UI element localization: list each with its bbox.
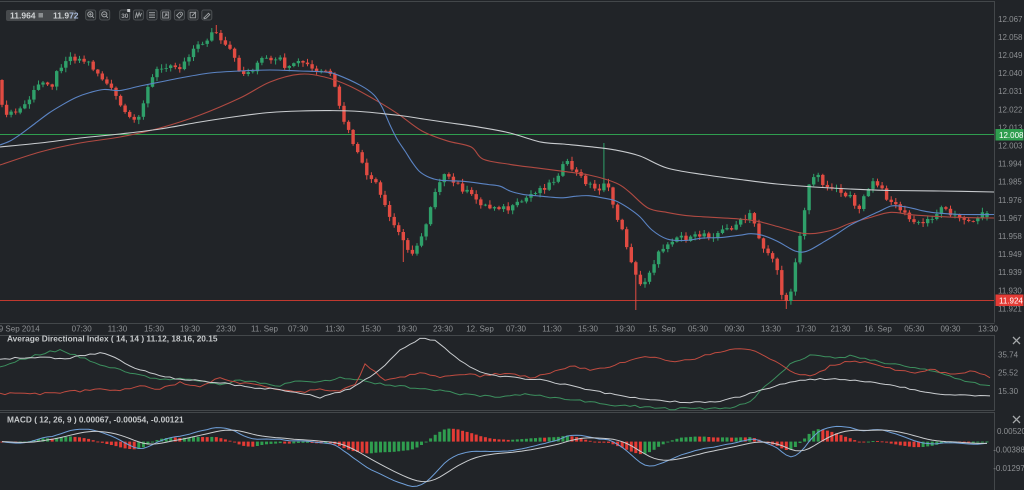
svg-text:11:30: 11:30 [325,325,345,334]
svg-text:05:30: 05:30 [688,325,709,334]
svg-text:11.930: 11.930 [998,286,1022,295]
svg-text:MACD ( 12, 26, 9 ) 0.00067, -0: MACD ( 12, 26, 9 ) 0.00067, -0.00054, -0… [7,415,184,425]
svg-text:11.976: 11.976 [998,196,1022,205]
svg-text:12.003: 12.003 [998,142,1023,151]
svg-text:15:30: 15:30 [144,325,165,334]
svg-text:12.049: 12.049 [998,51,1023,60]
svg-text:12.013: 12.013 [998,123,1023,132]
svg-text:11:30: 11:30 [108,325,128,334]
svg-text:23:30: 23:30 [216,325,237,334]
svg-text:11.921: 11.921 [998,304,1022,313]
svg-text:11.949: 11.949 [998,250,1022,259]
svg-text:15:30: 15:30 [578,325,599,334]
svg-text:0.00520: 0.00520 [997,427,1024,436]
svg-text:09 Sep 2014: 09 Sep 2014 [0,325,40,334]
svg-text:11.964: 11.964 [10,11,36,21]
svg-text:16. Sep: 16. Sep [864,325,892,334]
svg-text:09:30: 09:30 [940,325,961,334]
svg-text:23:30: 23:30 [433,325,454,334]
svg-text:07:30: 07:30 [288,325,309,334]
svg-text:11.967: 11.967 [998,214,1022,223]
svg-text:12.031: 12.031 [998,87,1023,96]
svg-text:05:30: 05:30 [904,325,925,334]
svg-text:19:30: 19:30 [180,325,201,334]
svg-text:12. Sep: 12. Sep [466,325,494,334]
svg-text:21:30: 21:30 [830,325,851,334]
svg-text:07:30: 07:30 [506,325,527,334]
svg-text:15:30: 15:30 [361,325,382,334]
svg-text:-0.01297: -0.01297 [993,464,1024,473]
svg-text:11.994: 11.994 [998,160,1022,169]
svg-text:12.008: 12.008 [999,131,1024,140]
svg-text:09:30: 09:30 [724,325,745,334]
svg-text:12.058: 12.058 [998,33,1023,42]
svg-text:35.74: 35.74 [998,351,1019,360]
svg-text:11.924: 11.924 [999,296,1023,305]
svg-text:15.30: 15.30 [998,387,1019,396]
svg-text:17:30: 17:30 [796,325,817,334]
svg-text:11:30: 11:30 [542,325,562,334]
svg-text:15. Sep: 15. Sep [648,325,676,334]
svg-text:30: 30 [121,13,129,20]
svg-text:13:30: 13:30 [978,325,999,334]
svg-text:11.958: 11.958 [998,232,1022,241]
svg-text:19:30: 19:30 [615,325,636,334]
svg-text:12.040: 12.040 [998,69,1023,78]
svg-text:11. Sep: 11. Sep [251,325,279,334]
svg-text:11.985: 11.985 [998,178,1022,187]
svg-text:25.52: 25.52 [998,369,1019,378]
svg-text:12.067: 12.067 [998,15,1023,24]
svg-text:12.022: 12.022 [998,105,1023,114]
svg-text:-0.00388: -0.00388 [993,445,1024,454]
svg-text:07:30: 07:30 [72,325,93,334]
svg-text:11.972: 11.972 [53,11,79,21]
svg-text:Average Directional Index ( 14: Average Directional Index ( 14, 14 ) 11.… [7,334,218,344]
svg-text:19:30: 19:30 [397,325,418,334]
svg-text:13:30: 13:30 [761,325,782,334]
svg-text:11.939: 11.939 [998,268,1022,277]
